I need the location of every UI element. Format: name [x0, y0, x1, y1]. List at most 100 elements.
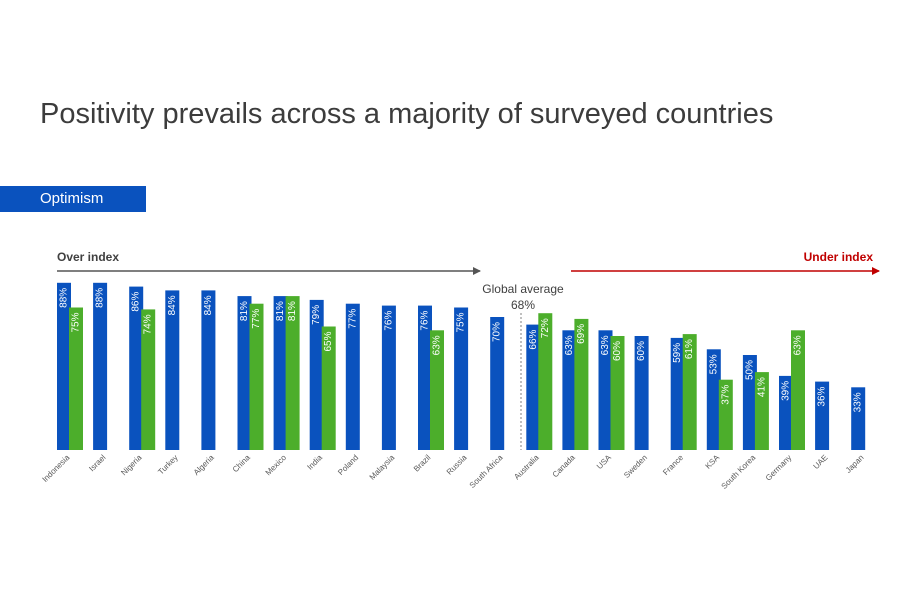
x-tick-label-2: Nigeria	[119, 453, 144, 478]
green-bar-5	[249, 303, 264, 450]
blue-value-label-12: 70%	[492, 322, 503, 342]
page-title: Positivity prevails across a majority of…	[40, 98, 774, 130]
green-bar-10	[430, 330, 444, 450]
green-value-label-6: 81%	[287, 301, 298, 321]
x-tick-label-10: Brazil	[412, 453, 433, 474]
global-average-label: Global average	[482, 282, 564, 296]
blue-value-label-20: 39%	[781, 381, 792, 401]
blue-bar-16	[634, 336, 649, 450]
x-tick-label-9: Malaysia	[368, 453, 397, 482]
green-bar-20	[791, 330, 805, 450]
x-tick-label-3: Turkey	[156, 453, 179, 476]
green-value-label-0: 75%	[71, 312, 82, 332]
blue-bar-0	[57, 282, 71, 450]
blue-value-label-2: 86%	[131, 291, 142, 311]
blue-value-label-11: 75%	[456, 312, 467, 332]
blue-value-label-22: 33%	[853, 392, 864, 412]
blue-value-label-4: 84%	[203, 295, 214, 315]
blue-value-label-7: 79%	[311, 305, 322, 325]
blue-bar-18	[706, 349, 721, 450]
green-bar-0	[69, 307, 83, 450]
x-tick-label-21: UAE	[812, 453, 830, 471]
green-bar-14	[574, 318, 589, 450]
blue-bar-4	[201, 290, 216, 450]
x-tick-label-5: China	[231, 453, 253, 475]
blue-value-label-17: 59%	[672, 343, 683, 363]
x-tick-label-15: USA	[595, 453, 613, 471]
x-tick-label-18: KSA	[704, 453, 722, 471]
blue-bar-2	[129, 286, 144, 450]
x-tick-label-19: South Korea	[719, 453, 757, 491]
blue-bar-5	[237, 296, 252, 450]
blue-value-label-5: 81%	[239, 301, 250, 321]
green-value-label-15: 60%	[612, 341, 623, 361]
blue-bar-14	[562, 330, 577, 450]
global-average-value: 68%	[511, 298, 535, 312]
blue-bar-11	[454, 307, 469, 450]
green-value-label-7: 65%	[323, 331, 334, 351]
green-value-label-2: 74%	[143, 314, 154, 334]
green-bar-18	[718, 379, 733, 450]
over-index-label: Over index	[57, 250, 119, 264]
blue-bar-6	[273, 296, 288, 450]
green-value-label-13: 72%	[540, 318, 551, 338]
blue-bar-7	[309, 299, 324, 450]
blue-bar-17	[670, 337, 685, 450]
blue-value-label-0: 88%	[59, 288, 70, 308]
under-index-label: Under index	[804, 250, 874, 264]
green-bar-6	[285, 296, 300, 450]
blue-bar-21	[815, 381, 830, 450]
x-tick-label-16: Sweden	[622, 453, 649, 480]
x-tick-label-4: Algeria	[192, 453, 216, 477]
blue-value-label-6: 81%	[275, 301, 286, 321]
green-value-label-18: 37%	[720, 385, 731, 405]
green-bar-19	[754, 372, 769, 450]
blue-value-label-8: 77%	[347, 309, 358, 329]
blue-value-label-3: 84%	[167, 295, 178, 315]
green-value-label-5: 77%	[251, 309, 262, 329]
blue-value-label-16: 60%	[636, 341, 647, 361]
x-tick-label-7: India	[305, 453, 324, 472]
x-tick-label-1: Israel	[87, 453, 107, 473]
blue-value-label-21: 36%	[817, 386, 828, 406]
blue-bar-9	[381, 305, 396, 450]
x-tick-label-14: Canada	[551, 453, 578, 480]
green-bar-2	[141, 309, 156, 450]
x-tick-label-6: Mexico	[264, 453, 289, 478]
x-tick-label-11: Russia	[445, 453, 469, 477]
blue-value-label-13: 66%	[528, 329, 539, 349]
green-value-label-14: 69%	[576, 324, 587, 344]
blue-bar-8	[345, 303, 360, 450]
green-bar-15	[610, 336, 625, 450]
blue-value-label-9: 76%	[383, 310, 394, 330]
green-value-label-17: 61%	[684, 339, 695, 359]
x-tick-label-0: Indonesia	[41, 453, 72, 484]
blue-bar-12	[490, 317, 505, 450]
green-bar-7	[321, 326, 336, 450]
blue-bar-20	[779, 375, 793, 450]
optimism-tag: Optimism	[0, 186, 146, 212]
blue-value-label-15: 63%	[600, 335, 611, 355]
green-bar-17	[682, 334, 697, 450]
blue-bar-3	[165, 290, 180, 450]
green-value-label-20: 63%	[793, 335, 804, 355]
x-tick-label-22: Japan	[844, 453, 866, 475]
blue-value-label-18: 53%	[708, 354, 719, 374]
blue-bar-19	[742, 355, 757, 450]
blue-value-label-10: 76%	[420, 310, 431, 330]
blue-bar-13	[526, 324, 541, 450]
blue-bar-1	[93, 282, 108, 450]
blue-bar-10	[418, 305, 432, 450]
green-bar-13	[538, 313, 553, 450]
x-tick-label-8: Poland	[336, 453, 360, 477]
blue-bar-22	[851, 387, 866, 450]
blue-value-label-14: 63%	[564, 335, 575, 355]
x-tick-label-17: France	[661, 453, 685, 477]
x-tick-label-12: South Africa	[468, 453, 505, 490]
blue-bar-15	[598, 330, 613, 450]
x-tick-label-13: Australia	[512, 453, 541, 482]
green-value-label-10: 63%	[432, 335, 443, 355]
blue-value-label-1: 88%	[95, 288, 106, 308]
blue-value-label-19: 50%	[744, 360, 755, 380]
